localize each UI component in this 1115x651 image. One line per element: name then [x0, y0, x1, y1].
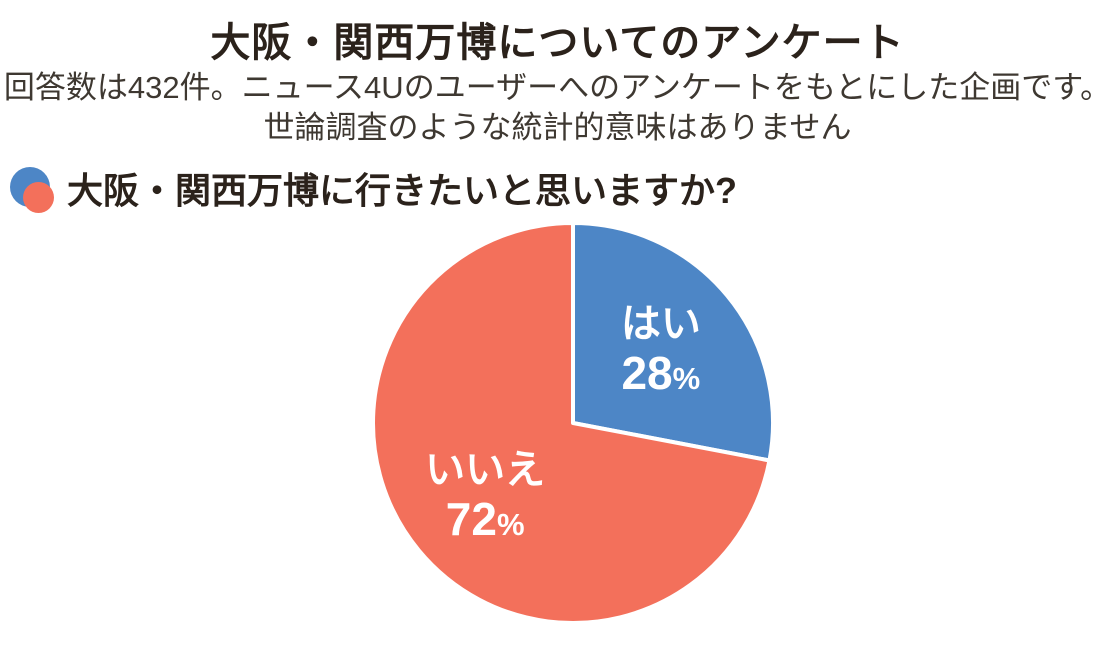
subtitle: 回答数は432件。ニュース4Uのユーザーへのアンケートをもとにした企画です。 世… — [0, 68, 1115, 148]
pie-slice-0 — [571, 221, 775, 463]
subtitle-line2: 世論調査のような統計的意味はありません — [263, 110, 852, 145]
question-heading: 大阪・関西万博に行きたいと思いますか? — [10, 162, 737, 214]
pie-slice-1 — [371, 221, 772, 625]
bullet-red-circle — [23, 181, 54, 213]
pie-svg — [371, 221, 775, 625]
pie-chart: はい 28% いいえ 72% — [353, 203, 793, 643]
overlapping-circles-icon — [10, 165, 57, 213]
page-title: 大阪・関西万博についてのアンケート — [210, 21, 905, 65]
question-title: 大阪・関西万博に行きたいと思いますか? — [67, 170, 737, 211]
subtitle-line1: 回答数は432件。ニュース4Uのユーザーへのアンケートをもとにした企画です。 — [3, 70, 1112, 105]
